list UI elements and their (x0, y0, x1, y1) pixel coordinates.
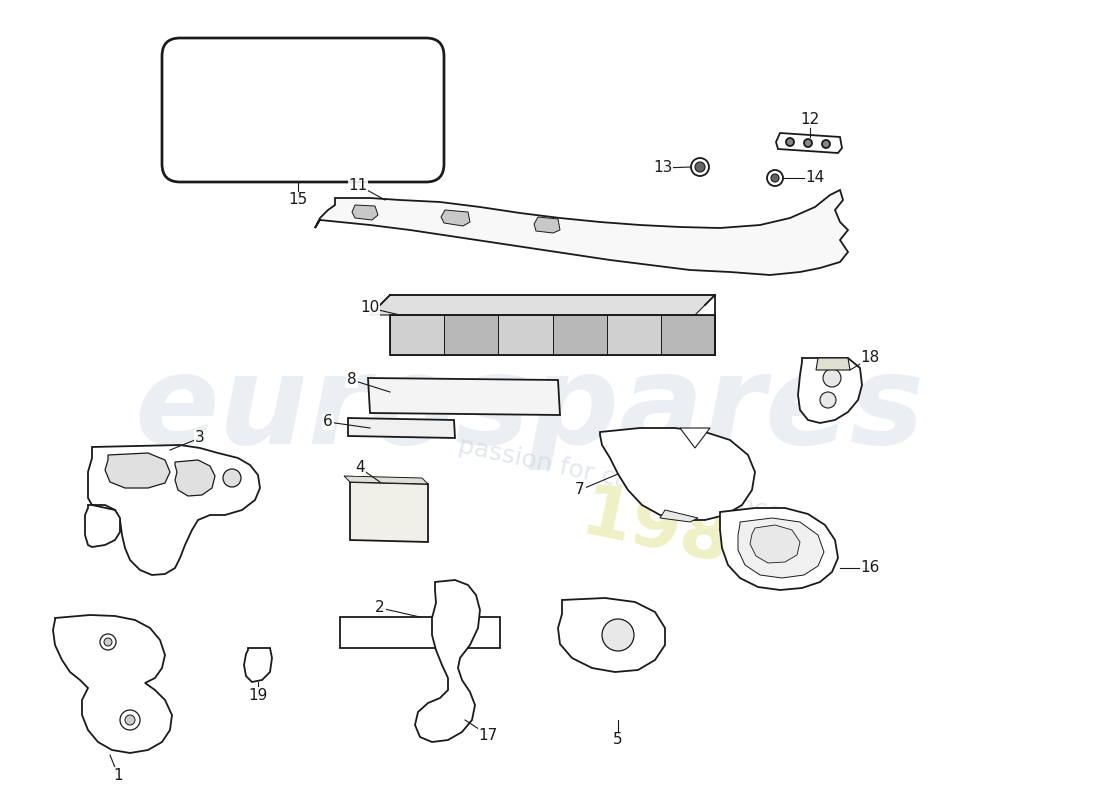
Polygon shape (816, 358, 850, 370)
Circle shape (804, 139, 812, 147)
Polygon shape (88, 445, 260, 575)
Text: 3: 3 (195, 430, 205, 446)
Polygon shape (340, 617, 500, 648)
Polygon shape (390, 315, 444, 355)
Circle shape (823, 369, 842, 387)
Polygon shape (368, 378, 560, 415)
Text: 16: 16 (860, 561, 880, 575)
Polygon shape (661, 315, 715, 355)
Text: 8: 8 (348, 373, 356, 387)
Polygon shape (350, 482, 428, 542)
Polygon shape (498, 315, 552, 355)
Polygon shape (798, 358, 862, 423)
Text: 6: 6 (323, 414, 333, 430)
Polygon shape (415, 580, 480, 742)
Polygon shape (315, 190, 848, 275)
Polygon shape (607, 315, 661, 355)
Text: 13: 13 (653, 161, 673, 175)
Circle shape (767, 170, 783, 186)
Polygon shape (660, 510, 698, 522)
Polygon shape (53, 615, 172, 753)
Circle shape (771, 174, 779, 182)
Polygon shape (348, 418, 455, 438)
Text: eurospares: eurospares (135, 350, 925, 470)
Polygon shape (175, 460, 214, 496)
FancyBboxPatch shape (162, 38, 444, 182)
Text: 1: 1 (113, 767, 123, 782)
Polygon shape (552, 315, 607, 355)
Circle shape (223, 469, 241, 487)
Text: 12: 12 (801, 113, 820, 127)
Circle shape (602, 619, 634, 651)
Circle shape (125, 715, 135, 725)
Polygon shape (534, 217, 560, 233)
Circle shape (820, 392, 836, 408)
Polygon shape (720, 508, 838, 590)
Circle shape (104, 638, 112, 646)
Polygon shape (370, 295, 715, 315)
Polygon shape (558, 598, 666, 672)
Text: 19: 19 (249, 687, 267, 702)
Polygon shape (680, 428, 710, 448)
Circle shape (786, 138, 794, 146)
Text: 17: 17 (478, 727, 497, 742)
Polygon shape (85, 505, 120, 547)
Circle shape (100, 634, 116, 650)
Circle shape (120, 710, 140, 730)
Text: 11: 11 (349, 178, 367, 193)
Text: 14: 14 (805, 170, 825, 186)
Text: 1985: 1985 (574, 480, 785, 590)
Polygon shape (600, 428, 755, 520)
Polygon shape (444, 315, 498, 355)
Text: 15: 15 (288, 193, 308, 207)
Text: 2: 2 (375, 601, 385, 615)
Polygon shape (352, 205, 378, 220)
Text: 10: 10 (361, 301, 379, 315)
Circle shape (695, 162, 705, 172)
Polygon shape (244, 648, 272, 682)
Text: passion for car parts since: passion for car parts since (455, 434, 784, 526)
Text: 4: 4 (355, 461, 365, 475)
Polygon shape (738, 518, 824, 578)
Circle shape (691, 158, 710, 176)
Polygon shape (104, 453, 170, 488)
Circle shape (822, 140, 830, 148)
Polygon shape (441, 210, 470, 226)
Text: 18: 18 (860, 350, 880, 366)
Polygon shape (776, 133, 842, 153)
Text: 7: 7 (575, 482, 585, 498)
Polygon shape (750, 525, 800, 563)
Polygon shape (344, 476, 428, 484)
Text: 5: 5 (613, 733, 623, 747)
